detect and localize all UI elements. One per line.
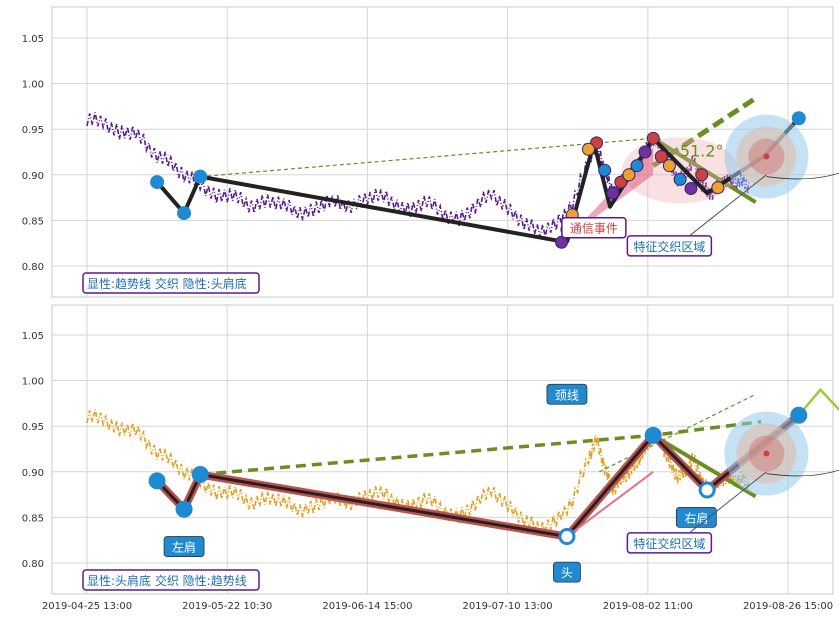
- y-tick-label: 0.80: [22, 559, 44, 570]
- y-tick-label: 0.95: [22, 422, 44, 433]
- pattern-marker: [558, 528, 576, 546]
- down-line: [652, 433, 757, 499]
- x-tick-label: 2019-07-10 13:00: [463, 601, 553, 612]
- annotation-text: 右肩: [684, 510, 708, 525]
- panel-label: 显性:头肩底 交织 隐性:趋势线: [87, 573, 247, 588]
- target-center: [763, 153, 770, 160]
- projection-zigzag: [797, 387, 839, 417]
- event-marker: [638, 145, 652, 159]
- projection-arrow: [766, 172, 839, 180]
- event-marker: [662, 159, 676, 173]
- pattern-marker: [644, 426, 662, 444]
- event-marker: [695, 168, 709, 182]
- y-tick-label: 0.90: [22, 171, 44, 182]
- annotation-arrow: [689, 471, 767, 534]
- pink-line: [566, 471, 654, 538]
- y-tick-label: 0.95: [22, 125, 44, 136]
- event-marker: [646, 131, 660, 145]
- panel-label-box: [82, 569, 260, 591]
- event-marker: [614, 175, 628, 189]
- plot-frame: [51, 304, 834, 595]
- x-tick-label: 2019-04-25 13:00: [42, 601, 132, 612]
- x-tick-label: 2019-08-26 15:00: [743, 601, 833, 612]
- y-tick-label: 1.05: [22, 34, 44, 45]
- price-series: [86, 409, 750, 535]
- pattern-marker: [790, 406, 808, 424]
- x-tick-label: 2019-05-22 10:30: [182, 601, 272, 612]
- y-tick-label: 0.85: [22, 216, 44, 227]
- x-axis: 2019-04-25 13:00 2019-05-22 10:30 2019-06-…: [42, 601, 833, 612]
- pivot-marker: [150, 175, 165, 190]
- annotation-box: [163, 536, 205, 557]
- event-marker: [630, 159, 644, 173]
- x-tick-label: 2019-06-14 15:00: [322, 601, 412, 612]
- y-tick-label: 0.85: [22, 513, 44, 524]
- annotation-text: 特征交织区域: [633, 536, 705, 551]
- annotation-text: 颈线: [555, 388, 579, 402]
- annotation-text: 左肩: [172, 540, 196, 555]
- annotation-box: [626, 235, 713, 257]
- pivot-marker: [791, 111, 806, 126]
- event-marker: [581, 142, 595, 156]
- pattern-marker: [175, 500, 193, 518]
- event-marker: [711, 181, 725, 195]
- event-marker: [673, 172, 687, 186]
- annotation-box: [626, 532, 713, 554]
- annotation-text: 头: [561, 566, 573, 580]
- pivot-marker: [177, 206, 192, 221]
- event-marker: [684, 181, 698, 195]
- event-marker: [654, 150, 668, 164]
- neckline-thin: [200, 137, 654, 178]
- pattern-marker: [191, 466, 209, 484]
- y-tick-label: 0.80: [22, 262, 44, 273]
- plot-frame: [51, 6, 834, 298]
- pattern-marker: [148, 472, 166, 490]
- trend-thin: [599, 393, 756, 473]
- pattern-marker: [698, 481, 716, 499]
- event-marker: [606, 186, 620, 200]
- annotation-text: 通信事件: [570, 222, 618, 236]
- event-marker: [622, 168, 636, 182]
- trend-line: [155, 174, 568, 245]
- panel-label: 显性:趋势线 交织 隐性:头肩底: [87, 276, 247, 291]
- event-marker: [598, 163, 612, 177]
- x-tick-label: 2019-08-02 11:00: [603, 601, 693, 612]
- y-tick-label: 1.05: [22, 331, 44, 342]
- panel-label-box: [82, 272, 260, 294]
- projection-arrow: [766, 469, 839, 477]
- angle-label: 51.2°: [680, 142, 724, 161]
- annotation-text: 特征交织区域: [633, 239, 705, 254]
- y-tick-label: 1.00: [22, 80, 44, 91]
- pivot-marker: [193, 169, 208, 184]
- y-tick-label: 0.90: [22, 468, 44, 479]
- annotation-box: [561, 216, 627, 239]
- annotation-box: [546, 383, 588, 405]
- y-tick-label: 1.00: [22, 377, 44, 388]
- target-center: [763, 450, 770, 457]
- annotation-arrow: [689, 174, 767, 237]
- annotation-box: [553, 561, 581, 583]
